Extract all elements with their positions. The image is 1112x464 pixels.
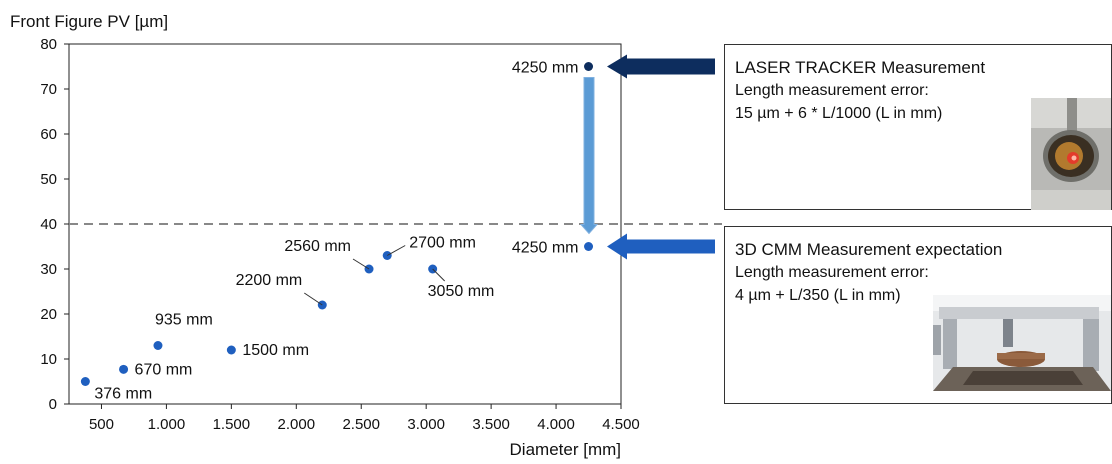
data-point <box>584 242 594 251</box>
point-label: 670 mm <box>135 361 193 378</box>
x-tick-label: 3.500 <box>472 416 510 433</box>
cmm-arrow <box>607 233 715 260</box>
data-point <box>226 345 236 355</box>
y-tick-label: 50 <box>40 171 57 188</box>
cmm-error-label: Length measurement error: <box>735 264 929 281</box>
cmm-error-formula: 4 µm + L/350 (L in mm) <box>735 287 901 304</box>
y-tick-label: 70 <box>40 81 57 98</box>
x-tick-label: 1.500 <box>213 416 251 433</box>
y-axis-label: Front Figure PV [µm] <box>10 12 168 31</box>
y-tick-label: 0 <box>49 396 57 413</box>
x-tick-label: 2.000 <box>278 416 316 433</box>
y-tick-label: 30 <box>40 261 57 278</box>
data-points: 376 mm 670 mm 935 mm 1500 mm 2200 mm 2560 mm 2… <box>80 60 594 403</box>
cmm-title: 3D CMM Measurement expectation <box>735 240 1003 259</box>
improvement-arrow <box>579 77 599 235</box>
data-point <box>80 377 90 386</box>
point-label: 935 mm <box>155 312 213 329</box>
point-label: 2200 mm <box>236 272 303 289</box>
x-tick-label: 3.000 <box>407 416 445 433</box>
point-label: 4250 mm <box>512 240 579 257</box>
x-axis-label: Diameter [mm] <box>510 440 621 459</box>
y-tick-label: 10 <box>40 351 57 368</box>
data-point <box>153 341 163 350</box>
point-label: 2700 mm <box>409 235 476 252</box>
laser-tracker-photo <box>1031 98 1111 210</box>
point-label: 1500 mm <box>242 342 309 359</box>
laser-tracker-title: LASER TRACKER Measurement <box>735 58 986 77</box>
point-label: 3050 mm <box>428 283 495 300</box>
data-point <box>119 364 129 374</box>
laser-tracker-arrow <box>607 54 715 79</box>
x-tick-label: 1.000 <box>148 416 186 433</box>
y-ticks: 0 10 20 30 40 50 60 70 80 <box>40 36 69 413</box>
x-tick-label: 4.000 <box>537 416 575 433</box>
laser-tracker-panel: LASER TRACKER Measurement Length measure… <box>724 44 1112 210</box>
arrows <box>579 54 715 260</box>
x-ticks: 500 1.000 1.500 2.000 2.500 3.000 3.500 4.000 4.… <box>89 404 640 433</box>
x-tick-label: 2.500 <box>342 416 380 433</box>
laser-tracker-error-formula: 15 µm + 6 * L/1000 (L in mm) <box>735 105 943 122</box>
y-tick-label: 80 <box>40 36 57 53</box>
x-tick-label: 4.500 <box>602 416 640 433</box>
point-label: 2560 mm <box>284 238 351 255</box>
cmm-photo <box>933 295 1111 391</box>
leader-line <box>386 245 406 256</box>
y-tick-label: 40 <box>40 216 57 233</box>
leader-line <box>303 292 323 306</box>
data-point <box>584 62 594 71</box>
laser-tracker-error-label: Length measurement error: <box>735 82 929 99</box>
y-tick-label: 60 <box>40 126 57 143</box>
leader-line <box>352 258 370 270</box>
x-tick-label: 500 <box>89 416 114 433</box>
leader-line <box>432 268 446 282</box>
point-label: 376 mm <box>94 386 152 403</box>
point-label: 4250 mm <box>512 60 579 77</box>
y-tick-label: 20 <box>40 306 57 323</box>
cmm-panel: 3D CMM Measurement expectation Length me… <box>724 226 1112 404</box>
